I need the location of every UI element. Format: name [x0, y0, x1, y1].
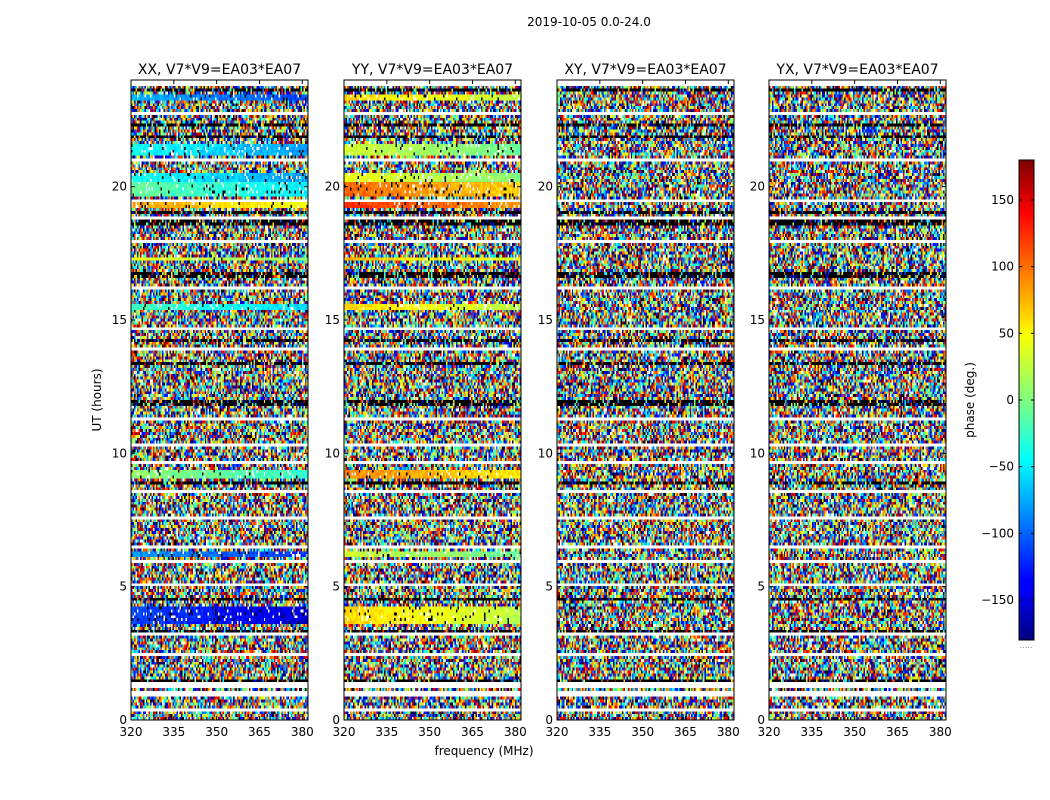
- x-tick-label: 380: [504, 725, 527, 739]
- x-tick-label: 365: [886, 725, 909, 739]
- y-tick-label: 0: [332, 713, 340, 727]
- panel-phase-image: [344, 80, 521, 720]
- panel-phase-image: [131, 80, 308, 720]
- x-tick-label: 335: [800, 725, 823, 739]
- panel-title: XY, V7*V9=EA03*EA07: [564, 62, 726, 78]
- panel-frame: [556, 79, 735, 721]
- y-tick-label: 20: [325, 180, 340, 194]
- colorbar-footer: .....: [1020, 641, 1033, 650]
- x-tick-label: 320: [546, 725, 569, 739]
- panel-phase-image: [557, 80, 734, 720]
- x-tick-label: 380: [717, 725, 740, 739]
- x-tick-label: 380: [929, 725, 952, 739]
- colorbar-tick-label: −150: [981, 593, 1014, 607]
- y-tick-label: 20: [538, 180, 553, 194]
- x-tick-label: 365: [461, 725, 484, 739]
- panel-title: XX, V7*V9=EA03*EA07: [138, 62, 301, 78]
- x-tick-label: 380: [291, 725, 314, 739]
- panel-title: YX, V7*V9=EA03*EA07: [775, 62, 938, 78]
- y-tick-label: 20: [112, 180, 127, 194]
- colorbar-tick-label: −100: [981, 526, 1014, 540]
- y-tick-label: 10: [325, 446, 340, 460]
- y-tick-label: 0: [119, 713, 127, 727]
- x-tick-label: 335: [588, 725, 611, 739]
- panel-frame: [768, 79, 947, 721]
- y-tick-label: 20: [750, 180, 765, 194]
- colorbar-tick-label: −50: [989, 460, 1014, 474]
- x-tick-label: 350: [631, 725, 654, 739]
- panel-4: YX, V7*V9=EA03*EA07 320 335 350 365 380 0 5 10 15…: [750, 62, 952, 739]
- colorbar: 150 100 50 0 −50 −100 −150 phase (deg.) .....: [963, 159, 1035, 650]
- y-tick-label: 5: [545, 580, 553, 594]
- y-tick-label: 5: [757, 580, 765, 594]
- y-tick-label: 15: [325, 313, 340, 327]
- y-tick-label: 5: [119, 580, 127, 594]
- y-tick-label: 15: [538, 313, 553, 327]
- x-tick-label: 365: [674, 725, 697, 739]
- y-tick-label: 10: [750, 446, 765, 460]
- y-axis-label: UT (hours): [90, 368, 104, 431]
- x-tick-label: 320: [333, 725, 356, 739]
- y-tick-label: 15: [112, 313, 127, 327]
- panel-title: YY, V7*V9=EA03*EA07: [351, 62, 513, 78]
- panels-group: XX, V7*V9=EA03*EA07 320 335 350 365 380 0 5 10 15…: [112, 62, 952, 739]
- x-tick-label: 335: [375, 725, 398, 739]
- y-tick-label: 15: [750, 313, 765, 327]
- figure-suptitle: 2019-10-05 0.0-24.0: [527, 15, 651, 29]
- colorbar-tick-label: 50: [999, 326, 1014, 340]
- colorbar-label: phase (deg.): [963, 362, 977, 438]
- y-tick-label: 5: [332, 580, 340, 594]
- panel-3: XY, V7*V9=EA03*EA07 320 335 350 365 380 0 5 10 15…: [538, 62, 740, 739]
- colorbar-ticks: 150 100 50 0 −50 −100 −150: [981, 193, 1034, 607]
- x-tick-label: 365: [248, 725, 271, 739]
- x-tick-label: 320: [758, 725, 781, 739]
- y-tick-label: 10: [112, 446, 127, 460]
- panel-frame: [343, 79, 522, 721]
- panel-1: XX, V7*V9=EA03*EA07 320 335 350 365 380 0 5 10 15…: [112, 62, 314, 739]
- colorbar-tick-label: 150: [991, 193, 1014, 207]
- y-tick-label: 0: [757, 713, 765, 727]
- panel-phase-image: [769, 80, 946, 720]
- panel-frame: [130, 79, 309, 721]
- panel-2: YY, V7*V9=EA03*EA07 320 335 350 365 380 0 5 10 15…: [325, 62, 527, 739]
- colorbar-tick-label: 0: [1006, 393, 1014, 407]
- x-tick-label: 320: [120, 725, 143, 739]
- x-tick-label: 350: [843, 725, 866, 739]
- x-axis-label: frequency (MHz): [434, 744, 533, 758]
- y-tick-label: 0: [545, 713, 553, 727]
- x-tick-label: 350: [418, 725, 441, 739]
- colorbar-tick-label: 100: [991, 260, 1014, 274]
- y-tick-label: 10: [538, 446, 553, 460]
- x-tick-label: 335: [162, 725, 185, 739]
- x-tick-label: 350: [205, 725, 228, 739]
